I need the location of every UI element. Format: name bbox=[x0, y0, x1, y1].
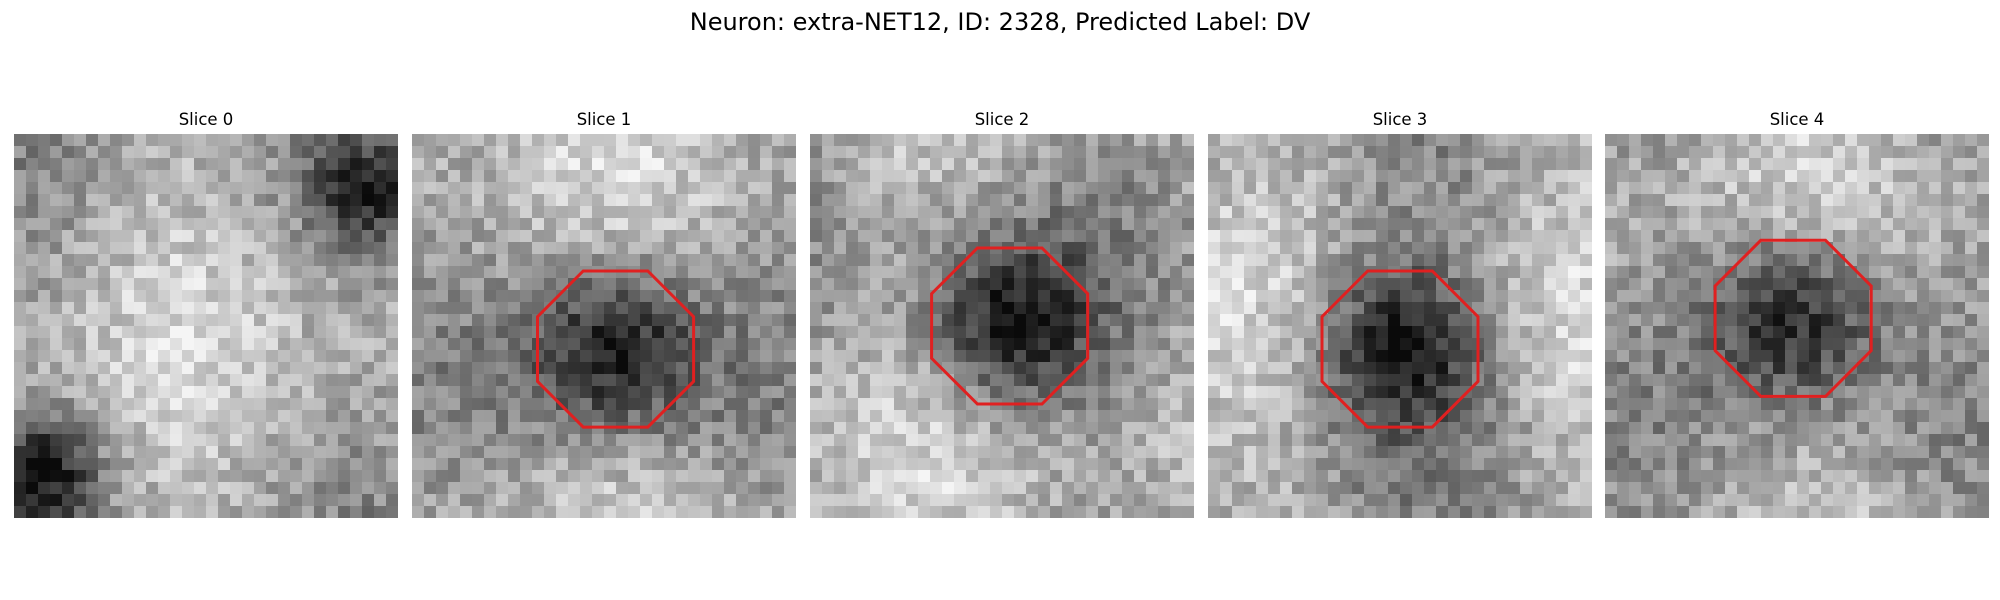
pixel-grid bbox=[810, 134, 1194, 518]
slice-panel-2: Slice 2 bbox=[810, 106, 1194, 518]
pixel-grid bbox=[412, 134, 796, 518]
slice-image bbox=[810, 134, 1194, 518]
slice-panel-0: Slice 0 bbox=[14, 106, 398, 518]
slice-title: Slice 1 bbox=[576, 110, 632, 129]
roi-octagon bbox=[536, 269, 696, 429]
slice-image bbox=[14, 134, 398, 518]
roi-octagon bbox=[1713, 238, 1873, 398]
slice-panel-1: Slice 1 bbox=[412, 106, 796, 518]
slice-image bbox=[412, 134, 796, 518]
roi-octagon bbox=[1320, 269, 1480, 429]
slice-image bbox=[1605, 134, 1989, 518]
slice-title: Slice 0 bbox=[178, 110, 234, 129]
slice-title: Slice 3 bbox=[1372, 110, 1428, 129]
figure-title: Neuron: extra-NET12, ID: 2328, Predicted… bbox=[689, 8, 1311, 36]
slice-image bbox=[1208, 134, 1592, 518]
slice-title: Slice 4 bbox=[1769, 110, 1825, 129]
slice-panel-4: Slice 4 bbox=[1605, 106, 1989, 518]
roi-octagon bbox=[930, 246, 1090, 406]
slice-title: Slice 2 bbox=[974, 110, 1030, 129]
pixel-grid bbox=[14, 134, 398, 518]
slice-panel-3: Slice 3 bbox=[1208, 106, 1592, 518]
pixel-grid bbox=[1208, 134, 1592, 518]
pixel-grid bbox=[1605, 134, 1989, 518]
